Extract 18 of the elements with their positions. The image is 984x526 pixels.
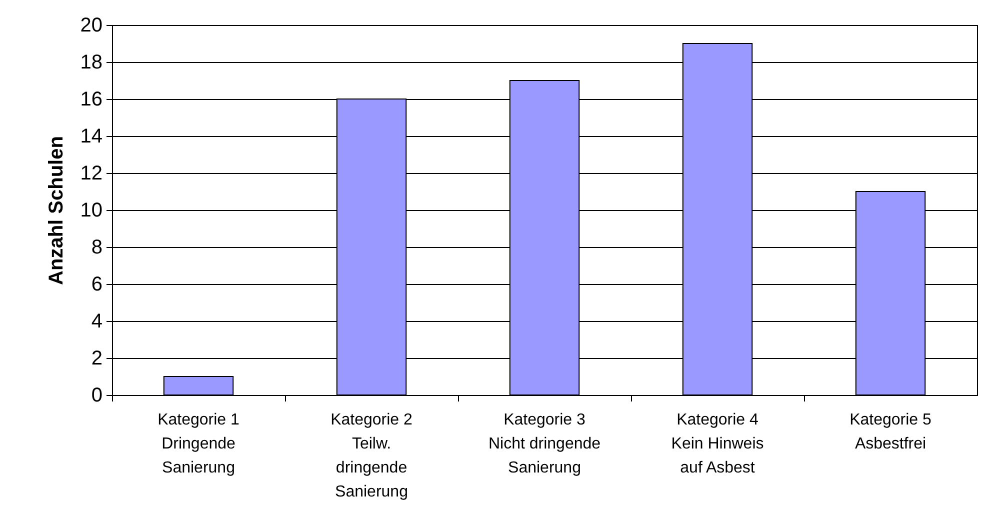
y-tick-label: 4 <box>91 310 102 332</box>
x-tick-label: Kategorie 3 Nicht dringende Sanierung <box>488 412 601 476</box>
y-tick-label: 2 <box>91 348 102 370</box>
x-tick-label: Kategorie 2 Teilw. dringende Sanierung <box>330 412 413 500</box>
y-tick-label: 8 <box>91 236 102 258</box>
y-tick-label: 6 <box>91 274 102 296</box>
y-axis-title: Anzahl Schulen <box>45 136 68 285</box>
x-tick-label: Kategorie 5 Asbestfrei <box>850 412 932 452</box>
x-tick-label: Kategorie 4 Kein Hinweis auf Asbest <box>671 412 764 476</box>
y-tick-label: 20 <box>80 14 102 36</box>
y-tick-label: 12 <box>80 162 102 184</box>
x-tick-label: Kategorie 1 Dringende Sanierung <box>158 412 240 476</box>
y-tick-label: 14 <box>80 126 102 148</box>
y-tick-label: 18 <box>80 52 102 74</box>
y-tick-label: 16 <box>80 88 102 110</box>
y-tick-label: 10 <box>80 200 102 222</box>
bar <box>163 376 234 396</box>
y-tick-label: 0 <box>91 384 102 406</box>
